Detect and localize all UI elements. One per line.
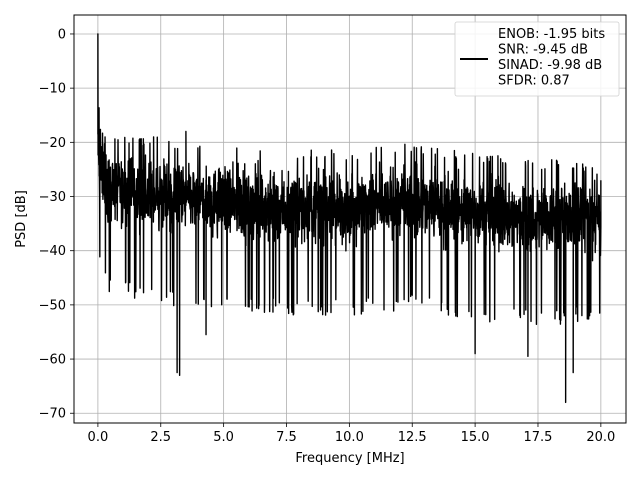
y-tick-label: −70	[39, 407, 66, 422]
x-axis-label: Frequency [MHz]	[295, 451, 404, 466]
y-tick-label: −50	[39, 298, 66, 313]
y-tick-label: −60	[39, 353, 66, 368]
x-tick-label: 15.0	[461, 430, 490, 445]
x-tick-label: 10.0	[335, 430, 364, 445]
plot-frame	[73, 14, 627, 424]
x-tick-label: 2.5	[150, 430, 171, 445]
x-tick-label: 5.0	[213, 430, 234, 445]
x-tick-label: 0.0	[88, 430, 109, 445]
psd-series-line	[97, 33, 602, 404]
y-tick-label: −20	[39, 136, 66, 151]
legend-entry: ENOB: -1.95 bits	[498, 27, 605, 42]
y-axis-ticks: 0 −10 −20 −30 −40 −50 −60 −70	[39, 27, 74, 422]
legend-entry: SINAD: -9.98 dB	[498, 58, 602, 73]
y-tick-label: −30	[39, 190, 66, 205]
y-axis-label: PSD [dB]	[14, 190, 29, 248]
y-tick-label: −40	[39, 244, 66, 259]
legend-entry: SNR: -9.45 dB	[498, 43, 588, 58]
x-tick-label: 20.0	[586, 430, 615, 445]
x-tick-label: 17.5	[524, 430, 553, 445]
y-tick-label: −10	[39, 82, 66, 97]
y-tick-label: 0	[58, 27, 66, 42]
x-tick-label: 12.5	[398, 430, 427, 445]
x-tick-label: 7.5	[276, 430, 297, 445]
series-layer	[97, 33, 602, 404]
legend-box	[454, 21, 620, 97]
legend-entry: SFDR: 0.87	[498, 74, 570, 89]
x-axis-ticks: 0.0 2.5 5.0 7.5 10.0 12.5 15.0 17.5 20.0	[88, 423, 615, 445]
